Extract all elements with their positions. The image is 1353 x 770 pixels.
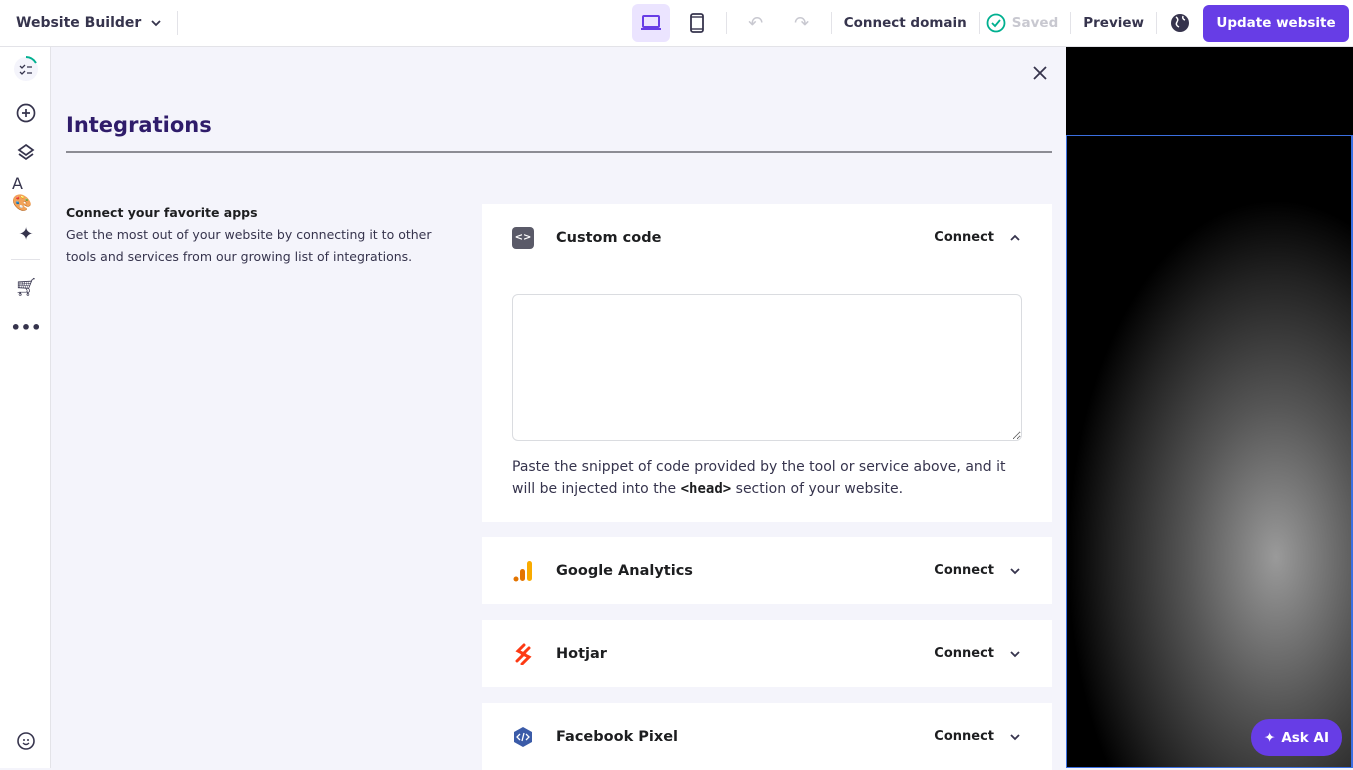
integrations-panel: Integrations Connect your favorite apps … — [51, 47, 1066, 770]
saved-status: Saved — [1011, 15, 1059, 31]
update-website-button[interactable]: Update website — [1203, 4, 1349, 42]
support-icon — [17, 732, 35, 750]
sparkles-icon: ✦ — [1264, 729, 1276, 746]
code-icon: <> — [512, 226, 534, 249]
google-analytics-icon — [512, 560, 534, 582]
integration-name: Hotjar — [556, 645, 607, 662]
hero-image — [1066, 197, 1353, 768]
brand-label: Website Builder — [16, 15, 142, 31]
help-button[interactable] — [12, 727, 40, 755]
close-icon — [1033, 66, 1047, 80]
website-preview — [1066, 47, 1353, 768]
chevron-down-icon — [151, 20, 161, 27]
layers-button[interactable] — [12, 139, 40, 167]
check-circle-icon — [986, 13, 1006, 33]
custom-code-help: Paste the snippet of code provided by th… — [512, 456, 1022, 500]
custom-code-input[interactable] — [512, 294, 1022, 441]
integration-name: Google Analytics — [556, 562, 693, 579]
language-button[interactable] — [1167, 4, 1193, 42]
chevron-up-icon[interactable] — [1008, 231, 1022, 245]
intro-title: Connect your favorite apps — [66, 205, 258, 220]
checklist-icon — [14, 56, 38, 81]
selected-section-outline[interactable] — [1066, 135, 1353, 768]
undo-icon: ↶ — [748, 12, 764, 34]
redo-button[interactable]: ↷ — [783, 4, 821, 42]
integration-hotjar: Hotjar Connect — [482, 620, 1052, 687]
add-element-button[interactable] — [12, 99, 40, 127]
chevron-down-icon[interactable] — [1008, 564, 1022, 578]
laptop-icon — [640, 15, 661, 30]
integration-name: Custom code — [556, 229, 662, 246]
ask-ai-button[interactable]: ✦ Ask AI — [1251, 719, 1342, 756]
store-button[interactable]: 🛒︎ — [12, 273, 40, 301]
left-sidebar: A🎨 ✦ 🛒︎ ••• — [0, 47, 51, 768]
hotjar-icon — [512, 643, 534, 665]
connect-button[interactable]: Connect — [934, 563, 994, 578]
hotjar-header[interactable]: Hotjar Connect — [482, 620, 1052, 687]
page-title: Integrations — [66, 113, 212, 137]
palette-icon: A🎨 — [12, 174, 32, 212]
top-bar: Website Builder ↶ ↷ Connect domain Saved… — [0, 0, 1353, 47]
undo-button[interactable]: ↶ — [737, 4, 775, 42]
integration-facebook-pixel: Facebook Pixel Connect — [482, 703, 1052, 770]
facebook-pixel-header[interactable]: Facebook Pixel Connect — [482, 703, 1052, 770]
connect-domain-button[interactable]: Connect domain — [843, 15, 967, 31]
sparkles-icon: ✦ — [18, 223, 34, 245]
checklist-progress-button[interactable] — [12, 55, 40, 83]
ai-tools-button[interactable]: ✦ — [12, 220, 40, 248]
chevron-down-icon[interactable] — [1008, 647, 1022, 661]
preview-button[interactable]: Preview — [1083, 15, 1144, 31]
integration-name: Facebook Pixel — [556, 728, 679, 745]
cart-icon: 🛒︎ — [14, 276, 38, 298]
intro-text: Get the most out of your website by conn… — [66, 227, 432, 264]
help-text-end: section of your website. — [731, 481, 904, 497]
connect-button[interactable]: Connect — [934, 230, 994, 245]
mobile-view-button[interactable] — [678, 4, 716, 42]
connect-button[interactable]: Connect — [934, 729, 994, 744]
phone-icon — [689, 13, 704, 33]
facebook-pixel-icon — [512, 726, 534, 748]
close-panel-button[interactable] — [1028, 61, 1052, 85]
more-button[interactable]: ••• — [10, 313, 42, 341]
globe-icon — [1171, 14, 1189, 32]
head-tag: <head> — [680, 481, 732, 497]
layers-icon — [17, 143, 35, 161]
chevron-down-icon[interactable] — [1008, 730, 1022, 744]
google-analytics-header[interactable]: Google Analytics Connect — [482, 537, 1052, 604]
plus-circle-icon — [16, 103, 36, 123]
website-builder-menu[interactable]: Website Builder — [0, 11, 179, 35]
ask-ai-label: Ask AI — [1281, 729, 1329, 746]
custom-code-header[interactable]: <> Custom code Connect — [482, 204, 1052, 271]
integration-google-analytics: Google Analytics Connect — [482, 537, 1052, 604]
more-icon: ••• — [10, 317, 42, 337]
help-text: Paste the snippet of code provided by th… — [512, 459, 1006, 497]
divider — [66, 151, 1052, 153]
styles-button[interactable]: A🎨 — [12, 174, 40, 212]
redo-icon: ↷ — [794, 12, 810, 34]
connect-button[interactable]: Connect — [934, 646, 994, 661]
integration-custom-code: <> Custom code Connect Paste the snippet… — [482, 204, 1052, 522]
desktop-view-button[interactable] — [631, 4, 670, 42]
